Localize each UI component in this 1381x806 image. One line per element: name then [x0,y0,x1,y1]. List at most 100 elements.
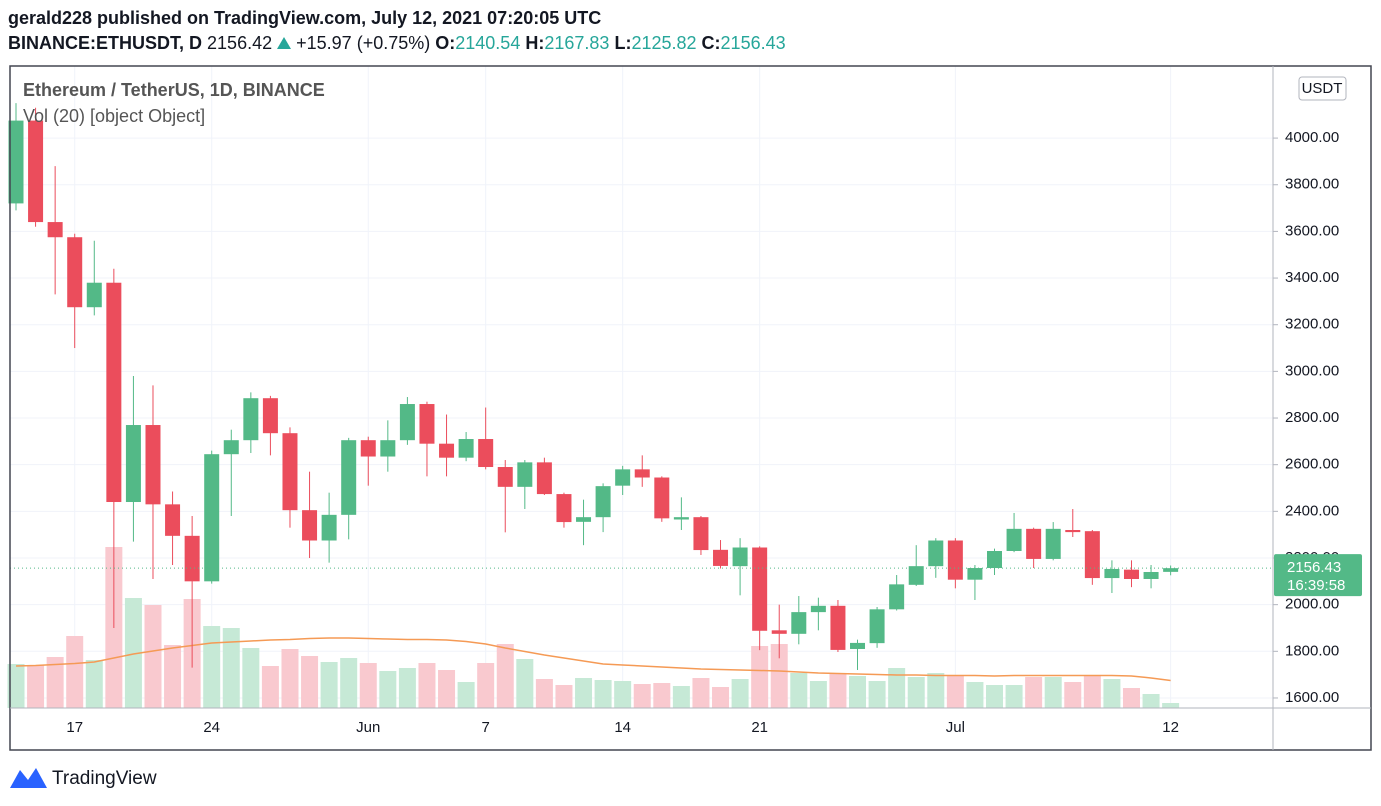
volume-bar [594,680,612,708]
volume-bar [164,645,182,708]
volume-bar [222,628,240,708]
volume-bar [751,646,769,708]
x-tick-label: 12 [1162,719,1179,736]
y-tick-label: 1800.00 [1285,642,1339,659]
footer: TradingView [10,768,157,789]
volume-bar [535,679,553,708]
x-tick-label: Jun [356,719,380,736]
y-tick-label: 3000.00 [1285,362,1339,379]
o-label: O: [435,33,456,53]
volume-bar [986,685,1003,708]
volume-bar [124,598,142,708]
volume-bar [946,676,964,708]
y-tick-label: 3800.00 [1285,176,1339,193]
candle-body [673,517,689,520]
volume-bar [281,649,299,708]
volume-bar [379,671,397,708]
candle-body [28,120,44,223]
header: gerald228 published on TradingView.com, … [8,6,786,56]
volume-ma [15,637,1171,682]
volume-bar [868,681,886,708]
quote-line: BINANCE:ETHUSDT, D 2156.42 +15.97 (+0.75… [8,31,786,56]
candle-body [67,237,83,308]
candle-body [654,477,670,519]
volume-bar [438,670,456,708]
candle-body [458,439,474,458]
candle-body [321,514,337,541]
candle-body [791,612,807,634]
volume-bar [203,626,221,708]
volume-bar [261,666,279,708]
volume-bar [242,648,260,708]
candle-body [106,282,122,503]
candle-body [8,120,24,204]
candle-body [732,547,748,567]
volume-bar [320,662,338,708]
candle-body [713,549,729,566]
candle-body [1163,568,1179,572]
last-price-label: 2156.43 [1287,559,1341,576]
candle-body [1006,528,1022,551]
volume-bar [692,678,710,708]
volume-bar [359,663,377,708]
last-price-badge [1274,554,1362,597]
volume-bar [575,678,593,708]
candle-body [243,398,259,441]
volume-bar [457,682,475,708]
l-label: L: [614,33,632,53]
candle-body [517,462,533,487]
candle-body [399,404,415,441]
y-tick-label: 3600.00 [1285,222,1339,239]
x-tick-label: Jul [946,719,965,736]
candle-body [536,462,552,495]
candle-body [125,425,141,503]
candle-body [419,404,435,444]
volume-bar [731,679,749,708]
volume-bar [418,663,436,708]
c-value: 2156.43 [720,33,786,53]
published: gerald228 published on TradingView.com, … [8,8,602,28]
candle-body [615,469,631,486]
volume-bar [27,665,45,708]
volume-bar [672,686,690,708]
candle-body [576,517,592,522]
candle-body [1104,568,1120,579]
brand: TradingView [52,768,157,789]
candle-body [439,443,455,458]
y-tick-label: 2400.00 [1285,502,1339,519]
volume-bar [633,684,651,708]
volume-bar [1083,675,1101,708]
candle-body [1026,528,1042,559]
volume-bar [516,659,534,708]
candle-body [1084,531,1100,579]
candle-body [850,642,866,649]
volume-bar [907,677,925,708]
volume-bar [7,664,25,708]
published-line: gerald228 published on TradingView.com, … [8,6,786,31]
volume-bar [340,658,358,708]
candle-body [967,568,983,580]
candle-body [908,566,924,585]
candle-body [262,398,278,434]
candle-body [145,425,161,505]
frame [9,65,1372,751]
price: 2156.42 [207,33,273,53]
candle-body [341,440,357,515]
candle-body [223,440,239,455]
o-value: 2140.54 [455,33,521,53]
candle-body [928,540,944,567]
y-tick-label: 1600.00 [1285,689,1339,706]
candle-body [497,467,513,487]
candle-body [1045,528,1061,559]
candle-body [830,605,846,650]
volume-bar [849,676,867,708]
change: +15.97 (+0.75%) [296,33,431,53]
candle-body [752,547,768,631]
x-tick-label: 21 [751,719,768,736]
candle-body [693,517,709,551]
volume-bar [1064,682,1082,708]
candle-body [204,454,220,582]
y-tick-label: 2000.00 [1285,596,1339,613]
volume-bar [966,682,984,708]
